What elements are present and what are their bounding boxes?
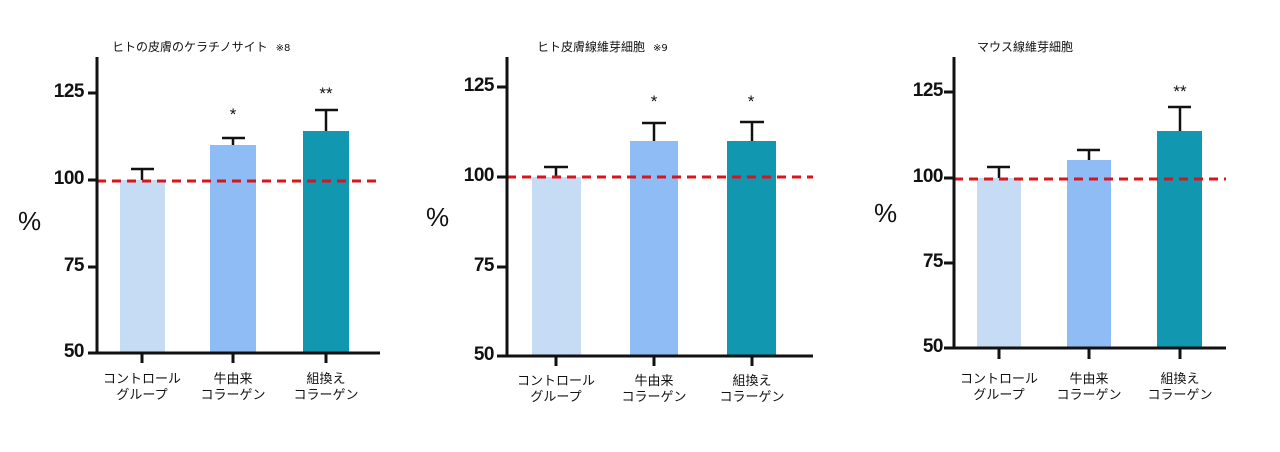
bar-recombinant: [727, 141, 776, 356]
x-label-control: コントロール グループ: [949, 372, 1049, 404]
x-label-line2: グループ: [116, 388, 168, 403]
y-tick-75: 75: [922, 251, 944, 272]
chart-title: ヒトの皮膚のケラチノサイト ※8: [112, 38, 290, 55]
y-tick-125: 125: [463, 75, 495, 96]
bar-bovine: [1067, 160, 1111, 348]
title-text: マウス線維芽細胞: [977, 40, 1074, 54]
error-bars: [544, 120, 764, 177]
chart-human-fibroblast: ヒト皮膚線維芽細胞 ※9 % 125 100 75 50 * * コントロール グ…: [420, 0, 850, 452]
y-tick-50: 50: [922, 336, 944, 357]
bar-control: [120, 180, 165, 353]
y-tick-75: 75: [473, 255, 495, 276]
footnote-mark: ※8: [275, 43, 291, 54]
x-label-line2: コラーゲン: [200, 388, 266, 403]
x-label-control: コントロール グループ: [92, 372, 192, 404]
bar-bovine: [210, 145, 256, 353]
chart-mouse-fibroblast: マウス線維芽細胞 % 125 100 75 50 ** コントロール グループ: [860, 0, 1280, 452]
y-tick-50: 50: [473, 344, 495, 365]
error-bars: [987, 105, 1191, 178]
x-label-line2: コラーゲン: [621, 390, 687, 405]
plot-area: [944, 57, 1226, 359]
x-label-bovine: 牛由来 コラーゲン: [604, 374, 704, 406]
x-label-control: コントロール グループ: [506, 374, 606, 406]
bar-control: [532, 177, 581, 356]
y-axis-label: %: [874, 198, 898, 228]
x-label-line1: 組換え: [732, 374, 772, 389]
bar-bovine: [630, 141, 678, 356]
x-label-line2: コラーゲン: [293, 388, 359, 403]
chart-title: ヒト皮膚線維芽細胞 ※9: [537, 38, 668, 55]
x-label-line1: 組換え: [1160, 372, 1200, 387]
x-label-line1: コントロール: [516, 374, 595, 389]
title-text: ヒト皮膚線維芽細胞: [537, 40, 646, 54]
axes: [944, 57, 1226, 359]
x-label-recombinant: 組換え コラーゲン: [702, 374, 802, 406]
x-label-line1: 組換え: [306, 372, 346, 387]
axes: [88, 57, 380, 363]
x-label-bovine: 牛由来 コラーゲン: [183, 372, 283, 404]
x-label-line1: コントロール: [959, 372, 1038, 387]
bar-recombinant: [303, 131, 349, 353]
x-label-line1: コントロール: [102, 372, 181, 387]
x-label-bovine: 牛由来 コラーゲン: [1039, 372, 1139, 404]
x-label-line2: コラーゲン: [1056, 388, 1122, 403]
x-label-line2: コラーゲン: [1147, 388, 1213, 403]
x-label-recombinant: 組換え コラーゲン: [276, 372, 376, 404]
footnote-mark: ※9: [653, 43, 668, 54]
y-axis-label: %: [18, 206, 42, 236]
y-tick-100: 100: [912, 166, 944, 187]
significance-recombinant: **: [1173, 82, 1187, 101]
x-label-line1: 牛由来: [1069, 372, 1109, 387]
y-axis-label: %: [426, 202, 450, 232]
x-label-line2: グループ: [973, 388, 1025, 403]
significance-bovine: *: [229, 105, 237, 124]
chart-title: マウス線維芽細胞: [977, 38, 1081, 55]
x-label-line2: コラーゲン: [719, 390, 785, 405]
bar-control: [977, 178, 1021, 348]
y-tick-50: 50: [63, 341, 85, 362]
x-label-line1: 牛由来: [213, 372, 253, 387]
bar-recombinant: [1157, 131, 1202, 348]
significance-recombinant: **: [319, 84, 333, 103]
x-label-line1: 牛由来: [634, 374, 674, 389]
y-tick-75: 75: [63, 255, 85, 276]
y-tick-100: 100: [463, 165, 495, 186]
x-label-recombinant: 組換え コラーゲン: [1130, 372, 1230, 404]
chart-keratinocyte: ヒトの皮膚のケラチノサイト ※8 % 125 100 75 50 *: [0, 0, 420, 452]
title-text: ヒトの皮膚のケラチノサイト: [112, 40, 268, 54]
plot-area: [88, 57, 380, 363]
error-bars: [131, 108, 338, 180]
y-tick-100: 100: [53, 168, 85, 189]
y-tick-125: 125: [53, 81, 85, 102]
significance-bovine: *: [650, 92, 658, 111]
significance-recombinant: *: [747, 92, 755, 111]
x-label-line2: グループ: [530, 390, 582, 405]
axes: [497, 57, 813, 366]
plot-area: [497, 57, 813, 366]
y-tick-125: 125: [912, 80, 944, 101]
